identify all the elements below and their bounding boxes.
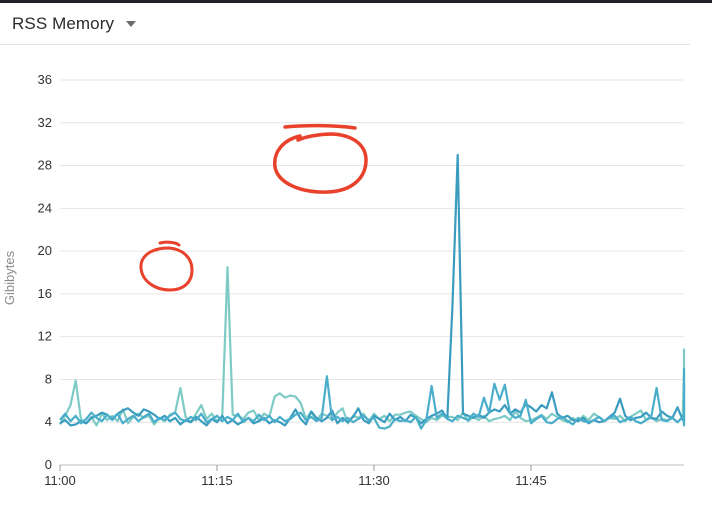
metric-selector[interactable]: RSS Memory [12, 9, 137, 39]
window-top-border [0, 0, 712, 3]
series-lines [59, 153, 686, 430]
annotation-marks [139, 123, 368, 292]
series-line-2 [59, 153, 686, 427]
y-tick-label: 8 [45, 371, 52, 386]
series-line-3 [59, 367, 686, 430]
y-tick-label: 28 [38, 158, 52, 173]
series-line-1 [59, 266, 686, 427]
caret-down-icon[interactable] [126, 21, 137, 27]
x-tick-label: 11:15 [201, 473, 233, 488]
y-axis-ticks: 0 4 8 12 16 20 24 28 32 36 [38, 72, 52, 472]
y-tick-label: 24 [38, 200, 52, 215]
x-tick-label: 11:00 [44, 473, 76, 488]
annotation-circle-large [273, 123, 368, 194]
widget-title: RSS Memory [12, 14, 115, 33]
y-tick-label: 20 [38, 243, 52, 258]
gridlines [60, 79, 684, 423]
y-axis-label: Gibibytes [2, 250, 17, 305]
x-tick-label: 11:45 [515, 473, 547, 488]
y-tick-label: 4 [45, 414, 52, 429]
annotation-circle-small [139, 240, 194, 292]
y-tick-label: 12 [38, 329, 52, 344]
y-tick-label: 36 [38, 72, 52, 87]
y-tick-label: 32 [38, 115, 52, 130]
y-tick-label: 0 [45, 457, 52, 472]
y-tick-label: 16 [38, 286, 52, 301]
x-axis: 11:00 11:15 11:30 11:45 [44, 464, 684, 488]
x-tick-label: 11:30 [358, 473, 390, 488]
widget-header: RSS Memory [0, 3, 690, 45]
